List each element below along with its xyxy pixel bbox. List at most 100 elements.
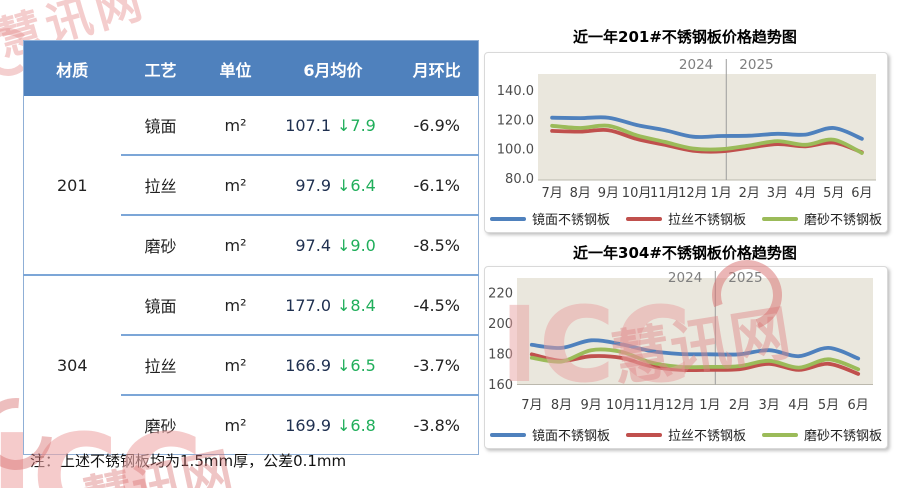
footnote: 注：上述不锈钢板均为1.5mm厚，公差0.1mm bbox=[30, 452, 347, 470]
process-cell: 磨砂 bbox=[120, 214, 201, 275]
year-label-left: 2024 bbox=[679, 57, 713, 73]
legend-label: 拉丝不锈钢板 bbox=[667, 429, 746, 444]
y-tick-label: 100.0 bbox=[497, 143, 534, 158]
x-tick-label: 6月 bbox=[851, 186, 872, 201]
mom-cell: -3.7% bbox=[395, 334, 479, 395]
unit-cell: m² bbox=[200, 154, 271, 215]
series-line-镜面不锈钢板 bbox=[550, 115, 864, 141]
header-process: 工艺 bbox=[120, 40, 201, 96]
x-tick-label: 4月 bbox=[788, 398, 809, 413]
mom-cell: -6.1% bbox=[395, 154, 479, 215]
y-tick-label: 200 bbox=[488, 317, 513, 332]
price-cell: 177.0 ↓8.4 bbox=[270, 274, 396, 335]
y-tick-label: 80.0 bbox=[505, 172, 534, 187]
x-tick-label: 2月 bbox=[739, 186, 760, 201]
price-change: ↓6.8 bbox=[337, 415, 376, 435]
unit-cell: m² bbox=[200, 214, 271, 275]
table-row: 拉丝 m² 166.9 ↓6.5 -3.7% bbox=[24, 334, 479, 395]
chart-legend: 镜面不锈钢板 拉丝不锈钢板 磨砂不锈钢板 bbox=[485, 209, 887, 228]
price-change: ↓6.5 bbox=[337, 355, 376, 375]
legend-label: 镜面不锈钢板 bbox=[531, 213, 610, 228]
process-cell: 拉丝 bbox=[120, 154, 201, 215]
mom-cell: -4.5% bbox=[395, 274, 479, 335]
price-cell: 166.9 ↓6.5 bbox=[270, 334, 396, 395]
x-tick-label: 7月 bbox=[521, 398, 542, 413]
legend-item: 拉丝不锈钢板 bbox=[625, 425, 746, 444]
y-tick-label: 220 bbox=[488, 287, 513, 302]
legend-label: 磨砂不锈钢板 bbox=[804, 213, 883, 228]
x-tick-label: 5月 bbox=[823, 186, 844, 201]
process-cell: 拉丝 bbox=[120, 334, 201, 395]
series-line-镜面不锈钢板 bbox=[529, 338, 861, 361]
legend-item: 镜面不锈钢板 bbox=[489, 425, 610, 444]
legend-item: 镜面不锈钢板 bbox=[489, 209, 610, 228]
x-tick-label: 6月 bbox=[848, 398, 869, 413]
unit-cell: m² bbox=[200, 394, 271, 455]
header-material: 材质 bbox=[23, 40, 121, 96]
legend-item: 磨砂不锈钢板 bbox=[762, 425, 882, 444]
chart-legend: 镜面不锈钢板 拉丝不锈钢板 磨砂不锈钢板 bbox=[485, 425, 887, 444]
legend-line-swatch bbox=[625, 216, 662, 221]
legend-line-swatch bbox=[762, 432, 798, 437]
process-cell: 镜面 bbox=[120, 96, 201, 155]
process-cell: 磨砂 bbox=[120, 394, 201, 455]
price-change: ↓7.9 bbox=[337, 115, 376, 135]
legend-line-swatch bbox=[762, 216, 798, 221]
chart-304-title: 近一年304#不锈钢板价格趋势图 bbox=[573, 244, 797, 262]
price-cell: 97.9 ↓6.4 bbox=[270, 154, 396, 215]
year-label-right: 2025 bbox=[728, 270, 762, 286]
price-change: ↓8.4 bbox=[337, 295, 376, 315]
legend-label: 磨砂不锈钢板 bbox=[804, 429, 883, 444]
series-line-拉丝不锈钢板 bbox=[529, 352, 861, 376]
header-mom: 月环比 bbox=[395, 40, 479, 96]
x-tick-label: 1月 bbox=[699, 398, 720, 413]
price-cell: 97.4 ↓9.0 bbox=[270, 214, 396, 275]
chart-304-box: 2024 2025 220 200 180 160 7月 8月 9月 10月 11月 12月 1月 2月 3… bbox=[484, 266, 888, 449]
chart-svg: 2024 2025 220 200 180 160 7月 8月 9月 10月 11月 12月 1月 2月 3… bbox=[488, 270, 873, 413]
table-row: 201 镜面 m² 107.1 ↓7.9 -6.9% bbox=[23, 96, 479, 275]
table-row: 304 镜面 m² 177.0 ↓8.4 -4.5% bbox=[23, 274, 479, 455]
y-tick-label: 140.0 bbox=[497, 84, 534, 99]
legend-line-swatch bbox=[625, 432, 662, 437]
legend-line-swatch bbox=[489, 432, 526, 437]
price-table-body: 201 镜面 m² 107.1 ↓7.9 -6.9% 拉丝 m² 97.9 ↓6.4 -6.1% 磨砂… bbox=[23, 96, 479, 455]
x-tick-label: 1月 bbox=[710, 186, 731, 201]
x-tick-label: 10月 bbox=[606, 398, 636, 413]
x-tick-label: 2月 bbox=[729, 398, 750, 413]
unit-cell: m² bbox=[200, 96, 271, 155]
x-tick-label: 8月 bbox=[570, 186, 591, 201]
x-tick-label: 7月 bbox=[541, 186, 562, 201]
table-row: 磨砂 m² 169.9 ↓6.8 -3.8% bbox=[24, 394, 479, 455]
x-tick-label: 9月 bbox=[598, 186, 619, 201]
price-value: 169.9 bbox=[285, 415, 331, 435]
x-tick-label: 8月 bbox=[551, 398, 572, 413]
header-unit: 单位 bbox=[200, 40, 271, 96]
header-june-avg-price: 6月均价 bbox=[270, 40, 396, 96]
chart-201-title: 近一年201#不锈钢板价格趋势图 bbox=[573, 28, 797, 46]
table-row: 拉丝 m² 97.9 ↓6.4 -6.1% bbox=[24, 154, 479, 215]
table-header-row: 材质 工艺 单位 6月均价 月环比 bbox=[23, 40, 479, 96]
price-value: 177.0 bbox=[285, 295, 331, 315]
series-line-磨砂不锈钢板 bbox=[529, 347, 861, 372]
x-tick-label: 9月 bbox=[581, 398, 602, 413]
x-tick-label: 12月 bbox=[665, 398, 695, 413]
x-tick-label: 3月 bbox=[759, 398, 780, 413]
x-tick-label: 4月 bbox=[795, 186, 816, 201]
year-label-right: 2025 bbox=[739, 57, 773, 73]
mom-cell: -8.5% bbox=[395, 214, 479, 275]
unit-cell: m² bbox=[200, 334, 271, 395]
series-line-磨砂不锈钢板 bbox=[550, 123, 864, 155]
legend-item: 拉丝不锈钢板 bbox=[625, 209, 746, 228]
price-table-container: 材质 工艺 单位 6月均价 月环比 201 镜面 m² 107.1 ↓7.9 -6.9% 拉… bbox=[23, 40, 479, 455]
price-value: 166.9 bbox=[285, 355, 331, 375]
y-tick-label: 180 bbox=[488, 347, 513, 362]
unit-cell: m² bbox=[200, 274, 271, 335]
process-cell: 镜面 bbox=[120, 274, 201, 335]
price-change: ↓6.4 bbox=[337, 175, 376, 195]
price-change: ↓9.0 bbox=[337, 235, 376, 255]
x-tick-label: 10月 bbox=[622, 186, 652, 201]
material-cell: 201 bbox=[23, 96, 121, 275]
chart-201-box: 2024 2025 140.0 120.0 100.0 80.0 7月 8月 9月 10月 11月 1… bbox=[484, 52, 888, 233]
